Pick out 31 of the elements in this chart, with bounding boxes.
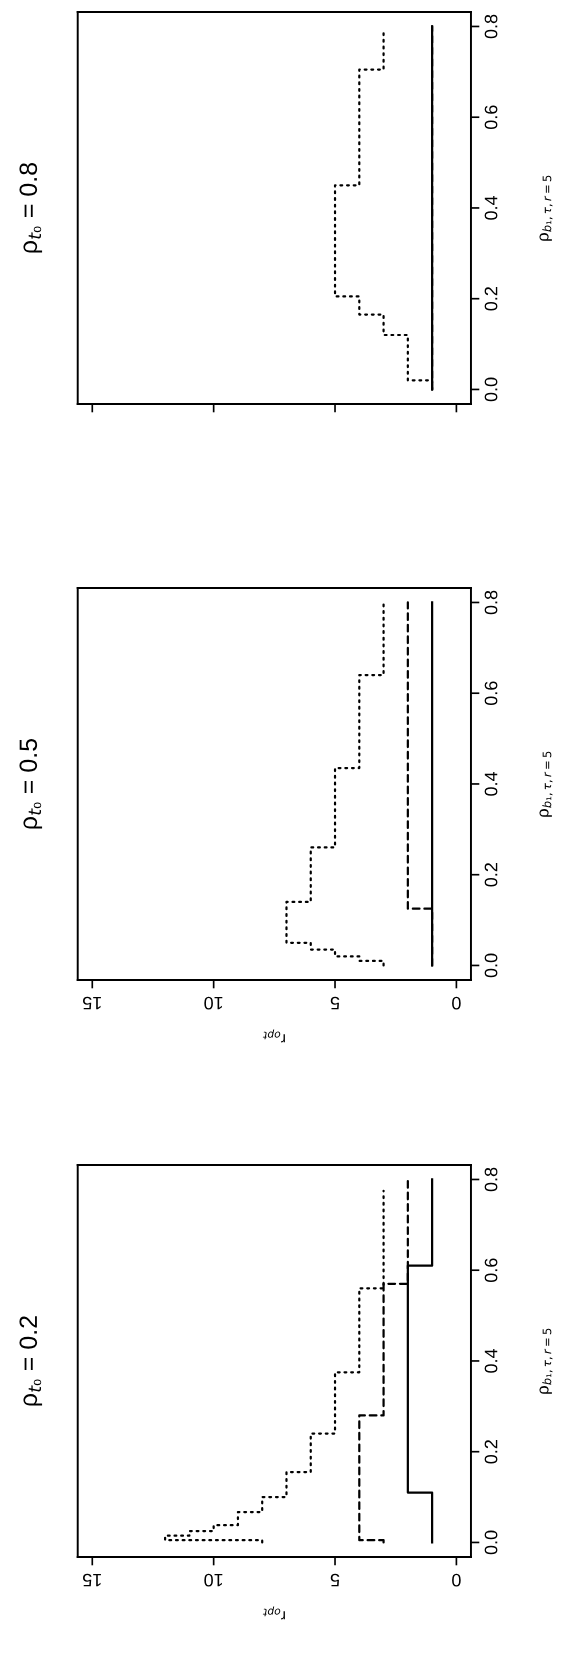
y-tick-label: 0.6 [484, 681, 498, 706]
x-tick-label: 5 [330, 1573, 340, 1587]
x-tick-label: 10 [204, 996, 223, 1010]
x-tick-label: 15 [83, 996, 101, 1010]
y-axis-title: ρ$_{b₁,τ,r=5}$ [539, 175, 553, 241]
y-tick-label: 0.0 [484, 1530, 498, 1555]
y-tick-label: 0.4 [484, 1348, 498, 1373]
y-tick-label: 0.0 [484, 377, 498, 402]
y-tick-label: 0.6 [484, 105, 498, 130]
text: ρ$_{t₀}$ = 0.8 [19, 163, 43, 253]
y-tick-label: 0.2 [484, 863, 498, 887]
y-tick-label: 0.2 [484, 287, 498, 311]
y-tick-label: 0.8 [484, 1167, 498, 1192]
x-axis-title: r$_{opt}$ [262, 1606, 285, 1620]
y-tick-label: 0.4 [484, 771, 498, 796]
x-axis-title: r$_{opt}$ [262, 1029, 285, 1043]
y-tick-label: 0.8 [484, 590, 498, 615]
text: ρ$_{t₀}$ = 0.2 [19, 1316, 43, 1406]
x-tick-label: 0 [452, 1573, 461, 1587]
y-tick-label: 0.2 [484, 1440, 498, 1464]
y-axis-title: ρ$_{b₁,τ,r=5}$ [539, 751, 553, 817]
y-tick-label: 0.8 [484, 14, 498, 39]
y-tick-label: 0.0 [484, 953, 498, 978]
text: ρ$_{t₀}$ = 0.5 [19, 738, 43, 829]
x-tick-label: 10 [204, 1573, 223, 1587]
y-tick-label: 0.6 [484, 1258, 498, 1283]
y-tick-label: 0.4 [484, 195, 498, 220]
x-tick-label: 0 [452, 996, 461, 1010]
y-axis-title: ρ$_{b₁,τ,r=5}$ [539, 1328, 553, 1394]
x-tick-label: 15 [83, 1573, 101, 1587]
x-tick-label: 5 [330, 996, 340, 1010]
